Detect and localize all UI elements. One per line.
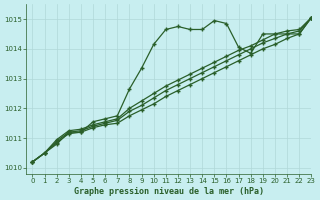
X-axis label: Graphe pression niveau de la mer (hPa): Graphe pression niveau de la mer (hPa) <box>74 187 264 196</box>
